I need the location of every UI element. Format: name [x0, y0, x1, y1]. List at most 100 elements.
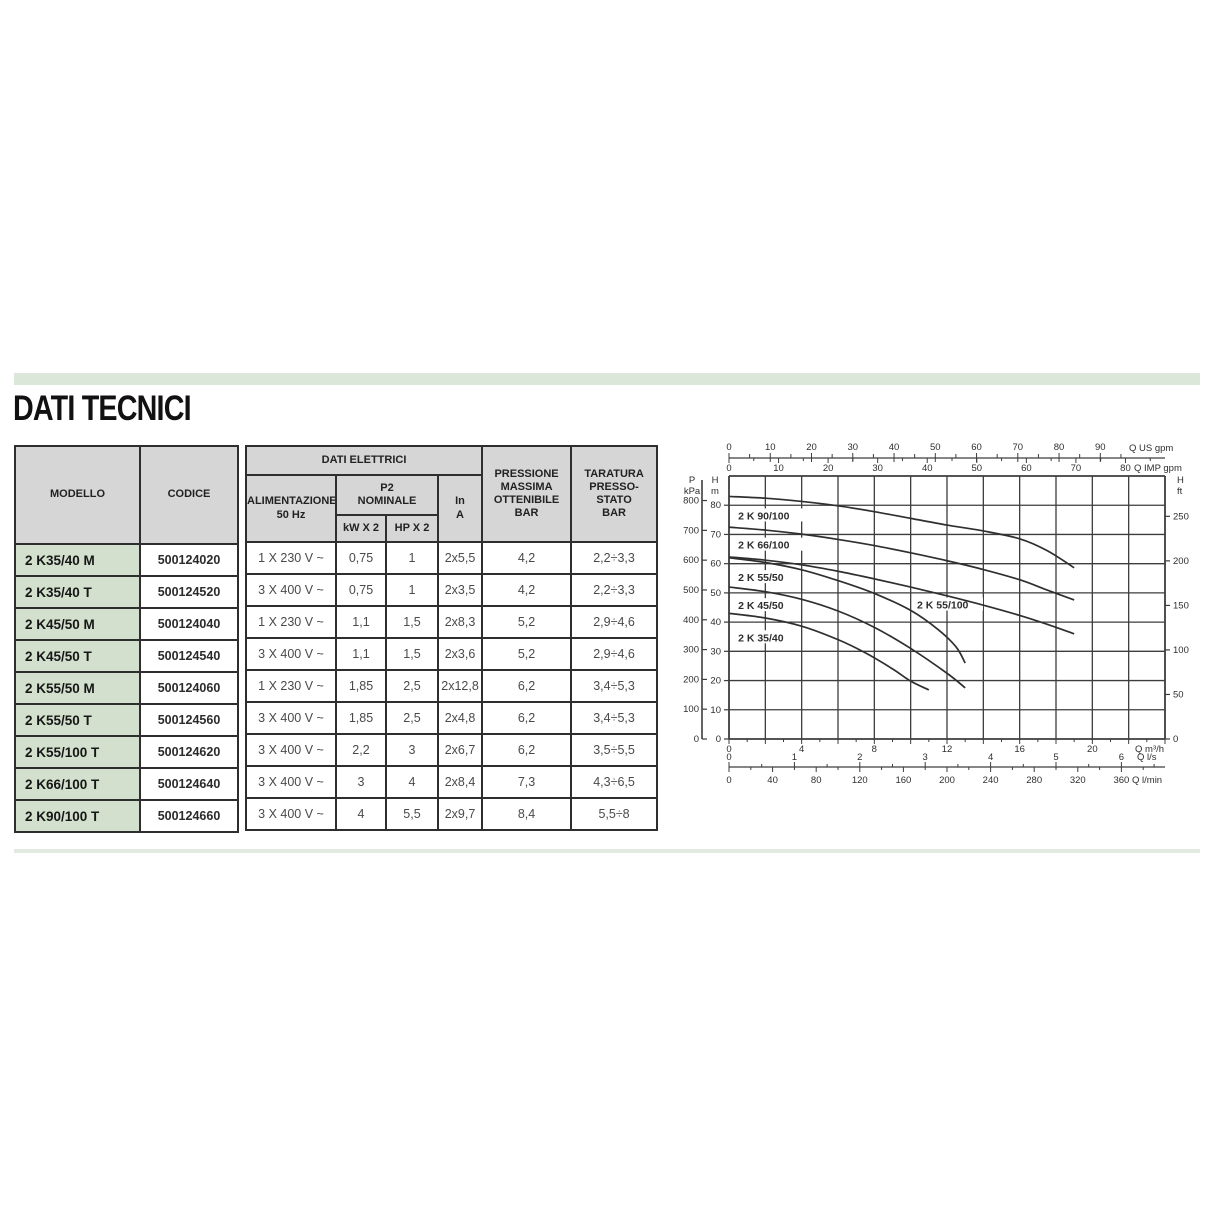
header-pressione: PRESSIONE MASSIMA OTTENIBILE BAR	[481, 445, 573, 543]
svg-text:0: 0	[726, 775, 731, 786]
alimentazione-cell: 1 X 230 V ~	[245, 669, 337, 703]
in-a-cell: 2x5,5	[436, 541, 484, 575]
svg-text:2 K 55/50: 2 K 55/50	[738, 572, 784, 584]
svg-text:600: 600	[683, 555, 699, 566]
svg-text:250: 250	[1173, 511, 1189, 522]
model-cell: 2 K55/100 T	[14, 735, 141, 769]
svg-text:2 K 90/100: 2 K 90/100	[738, 510, 790, 522]
codice-cell: 500124040	[139, 607, 239, 641]
svg-text:80: 80	[1054, 442, 1065, 453]
svg-text:H: H	[1177, 475, 1184, 486]
curve-2-k-45-50	[728, 586, 966, 689]
svg-text:0: 0	[1173, 734, 1178, 745]
in-a-cell: 2x8,3	[436, 605, 484, 639]
table-row: 2 K55/50 T 500124560	[14, 703, 239, 737]
table-row: 1 X 230 V ~ 0,75 1 2x5,5 4,2 2,2÷3,3	[245, 541, 659, 575]
alimentazione-cell: 3 X 400 V ~	[245, 637, 337, 671]
pressione-cell: 8,4	[481, 797, 573, 831]
svg-text:4: 4	[988, 752, 993, 763]
svg-text:30: 30	[847, 442, 858, 453]
pump-curves	[728, 495, 1075, 691]
svg-text:200: 200	[1173, 556, 1189, 567]
svg-text:2: 2	[857, 752, 862, 763]
svg-text:320: 320	[1070, 775, 1086, 786]
model-cell: 2 K35/40 T	[14, 575, 141, 609]
svg-text:60: 60	[1021, 463, 1032, 474]
svg-text:200: 200	[939, 775, 955, 786]
svg-text:50: 50	[972, 463, 983, 474]
model-cell: 2 K55/50 T	[14, 703, 141, 737]
svg-text:Q US gpm: Q US gpm	[1129, 443, 1173, 454]
svg-text:10: 10	[710, 705, 721, 716]
codice-cell: 500124520	[139, 575, 239, 609]
hp-cell: 1,5	[385, 637, 439, 671]
in-a-cell: 2x12,8	[436, 669, 484, 703]
hp-cell: 1	[385, 541, 439, 575]
svg-text:6: 6	[1119, 752, 1124, 763]
svg-text:40: 40	[922, 463, 933, 474]
svg-text:80: 80	[710, 500, 721, 511]
pressione-cell: 7,3	[481, 765, 573, 799]
svg-text:100: 100	[1173, 645, 1189, 656]
table-row: 3 X 400 V ~ 4 5,5 2x9,7 8,4 5,5÷8	[245, 797, 659, 831]
right-head-axis: 0 50 100 150 200 250 Hft	[1165, 475, 1189, 745]
svg-text:800: 800	[683, 496, 699, 507]
in-a-cell: 2x3,6	[436, 637, 484, 671]
svg-text:0: 0	[726, 752, 731, 763]
svg-text:700: 700	[683, 525, 699, 536]
curve-2-k-55-100	[728, 556, 1075, 635]
header-modello: MODELLO	[14, 445, 141, 545]
page-title: DATI TECNICI	[13, 389, 192, 428]
kw-cell: 0,75	[335, 541, 387, 575]
header-dati-elettrici: DATI ELETTRICI	[244, 445, 484, 476]
pressione-cell: 5,2	[481, 637, 573, 671]
in-a-cell: 2x4,8	[436, 701, 484, 735]
svg-text:Q IMP gpm: Q IMP gpm	[1134, 463, 1182, 474]
kw-cell: 2,2	[335, 733, 387, 767]
pressione-cell: 6,2	[481, 733, 573, 767]
header-p2-nominale: P2 NOMINALE	[335, 474, 439, 516]
svg-text:Q m³/h: Q m³/h	[1135, 744, 1164, 755]
svg-text:120: 120	[852, 775, 868, 786]
hp-cell: 3	[385, 733, 439, 767]
in-a-cell: 2x6,7	[436, 733, 484, 767]
svg-text:1: 1	[792, 752, 797, 763]
taratura-cell: 3,4÷5,3	[570, 701, 659, 735]
svg-text:0: 0	[726, 463, 731, 474]
svg-text:400: 400	[683, 615, 699, 626]
svg-text:20: 20	[806, 442, 817, 453]
taratura-cell: 2,9÷4,6	[570, 637, 659, 671]
svg-text:0: 0	[726, 744, 731, 755]
taratura-cell: 3,4÷5,3	[570, 669, 659, 703]
svg-text:150: 150	[1173, 600, 1189, 611]
svg-text:H: H	[712, 475, 719, 486]
alimentazione-cell: 3 X 400 V ~	[245, 733, 337, 767]
curve-2-k-90-100	[728, 495, 1075, 569]
curve-2-k-55-50	[728, 556, 966, 664]
curve-2-k-35-40	[728, 612, 930, 691]
svg-text:50: 50	[1173, 689, 1184, 700]
pressione-cell: 6,2	[481, 669, 573, 703]
svg-text:Q l/min: Q l/min	[1132, 775, 1162, 786]
hp-cell: 4	[385, 765, 439, 799]
svg-text:m: m	[711, 486, 719, 497]
svg-text:0: 0	[726, 442, 731, 453]
svg-text:90: 90	[1095, 442, 1106, 453]
svg-text:kPa: kPa	[684, 486, 701, 497]
electrical-data-table: DATI ELETTRICI PRESSIONE MASSIMA OTTENIB…	[244, 445, 659, 831]
header-in-a: In A	[436, 474, 484, 543]
svg-text:8: 8	[872, 744, 877, 755]
svg-text:30: 30	[872, 463, 883, 474]
svg-text:60: 60	[710, 559, 721, 570]
model-cell: 2 K45/50 M	[14, 607, 141, 641]
taratura-cell: 2,2÷3,3	[570, 541, 659, 575]
svg-text:300: 300	[683, 645, 699, 656]
header-taratura: TARATURA PRESSO- STATO BAR	[570, 445, 659, 543]
bottom-flow-axes: 0 4 8 12 16 20 Q m³/h0 1 2 3 4 5 6 Q l/s0 40 80 120 160 20…	[726, 739, 1166, 786]
table-row: 2 K90/100 T 500124660	[14, 799, 239, 833]
alimentazione-cell: 1 X 230 V ~	[245, 605, 337, 639]
table-row: 3 X 400 V ~ 1,1 1,5 2x3,6 5,2 2,9÷4,6	[245, 637, 659, 671]
alimentazione-cell: 3 X 400 V ~	[245, 765, 337, 799]
svg-text:2 K 66/100: 2 K 66/100	[738, 540, 790, 552]
